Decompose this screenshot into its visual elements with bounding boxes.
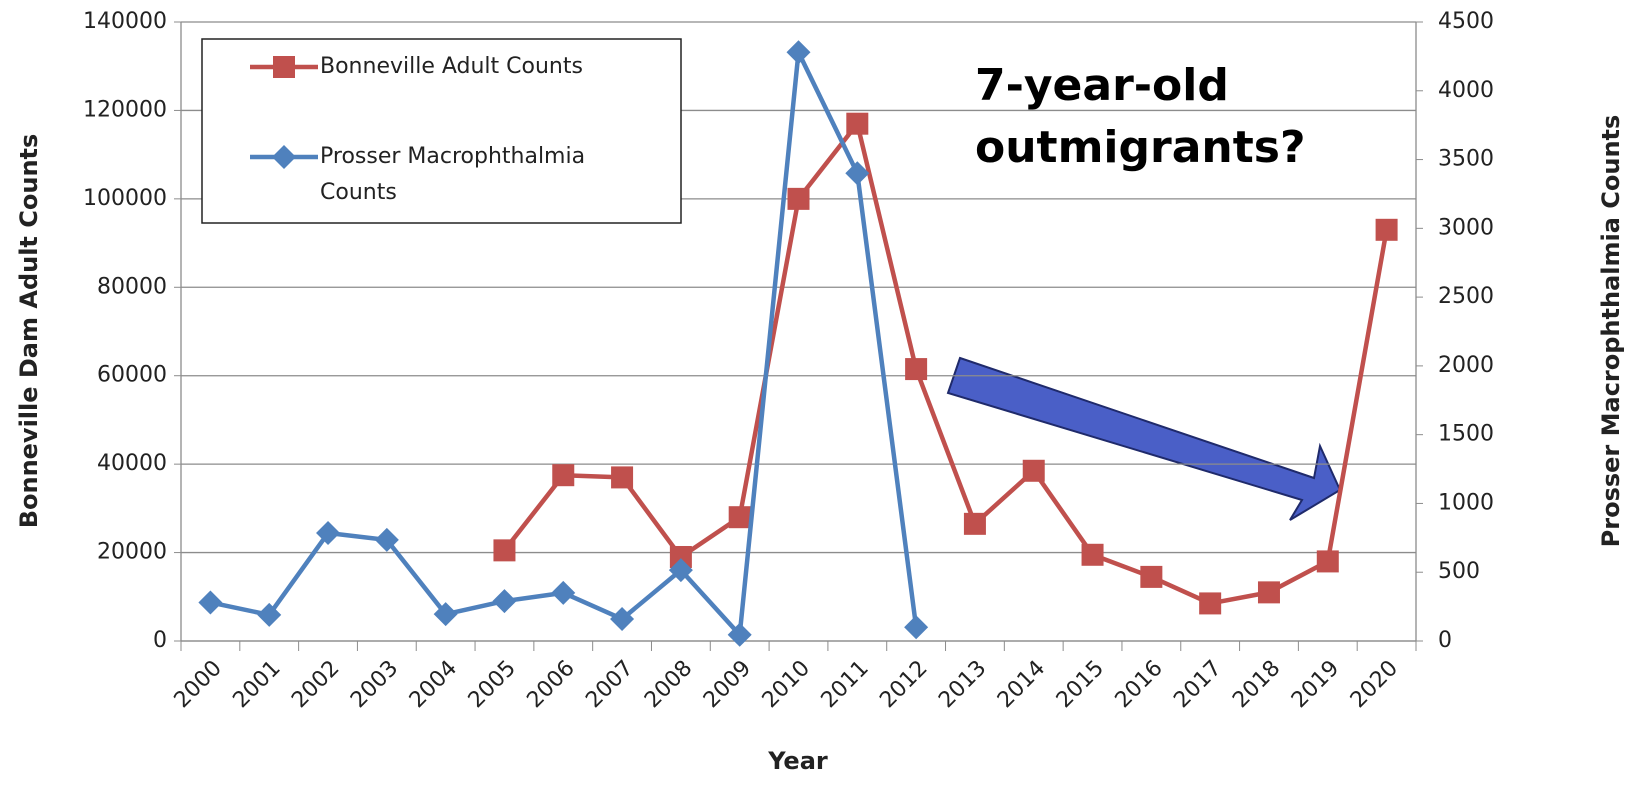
data-point [374, 527, 399, 552]
y2-tick-label: 2500 [1438, 284, 1494, 309]
y2-tick-label: 4500 [1438, 9, 1494, 34]
x-tick-label: 2017 [1169, 656, 1226, 713]
y-tick-label: 0 [153, 628, 167, 653]
x-tick-label: 2013 [934, 656, 991, 713]
y-axis-title: Bonneville Dam Adult Counts [15, 134, 43, 529]
y-tick-label: 120000 [83, 97, 167, 122]
data-point [845, 161, 870, 186]
y2-tick-label: 4000 [1438, 78, 1494, 103]
x-tick-label: 2004 [405, 656, 462, 713]
y2-tick-label: 1500 [1438, 422, 1494, 447]
data-point [198, 590, 223, 615]
data-point [787, 187, 810, 210]
legend-label: Prosser Macrophthalmia Counts [320, 144, 585, 205]
data-point [963, 512, 986, 535]
data-point [905, 358, 928, 381]
data-point [1316, 550, 1339, 573]
x-tick-label: 2007 [581, 656, 638, 713]
x-axis-title: Year [767, 747, 828, 775]
x-tick-label: 2011 [817, 656, 874, 713]
x-tick-label: 2002 [287, 656, 344, 713]
x-tick-label: 2000 [170, 656, 227, 713]
series-line [502, 121, 1389, 606]
data-point [492, 589, 517, 614]
arrow [946, 356, 1342, 521]
data-point [551, 580, 576, 605]
data-point [1022, 459, 1045, 482]
data-point [728, 506, 751, 529]
data-point [1199, 592, 1222, 615]
y-tick-label: 80000 [97, 274, 167, 299]
annotation: 7-year-old [975, 60, 1229, 111]
y2-tick-label: 500 [1438, 559, 1480, 584]
x-tick-label: 2016 [1111, 656, 1168, 713]
legend-label-line: Counts [320, 180, 397, 205]
x-tick-label: 2014 [993, 656, 1050, 713]
data-point [1375, 218, 1398, 241]
legend-label: Bonneville Adult Counts [320, 54, 583, 79]
x-tick-label: 2010 [758, 656, 815, 713]
data-point [786, 40, 811, 65]
legend-label-line: Prosser Macrophthalmia [320, 144, 585, 169]
data-point [611, 466, 634, 489]
y2-tick-label: 0 [1438, 628, 1452, 653]
data-point [316, 521, 341, 546]
x-tick-label: 2003 [346, 656, 403, 713]
legend: Bonneville Adult Counts Prosser Macrophth… [201, 38, 682, 224]
data-point [552, 464, 575, 487]
data-point [1257, 581, 1280, 604]
data-point [668, 558, 693, 583]
x-tick-label: 2019 [1287, 656, 1344, 713]
data-point [669, 545, 692, 568]
data-point [1081, 543, 1104, 566]
y2-tick-label: 3000 [1438, 215, 1494, 240]
data-point [1140, 565, 1163, 588]
legend-marker [273, 56, 295, 78]
data-point [257, 602, 282, 627]
data-point [493, 539, 516, 562]
y-tick-label: 140000 [83, 9, 167, 34]
x-tick-label: 2015 [1052, 656, 1109, 713]
x-tick-label: 2009 [699, 656, 756, 713]
x-tick-label: 2008 [640, 656, 697, 713]
y2-tick-label: 3500 [1438, 147, 1494, 172]
y-tick-label: 40000 [97, 451, 167, 476]
y2-tick-label: 1000 [1438, 490, 1494, 515]
x-tick-label: 2001 [228, 656, 285, 713]
y-tick-label: 100000 [83, 186, 167, 211]
data-point [610, 606, 635, 631]
x-tick-label: 2012 [875, 656, 932, 713]
x-tick-label: 2006 [522, 656, 579, 713]
data-point [433, 602, 458, 627]
data-point [846, 112, 869, 135]
y-tick-label: 20000 [97, 540, 167, 565]
legend-marker [272, 145, 296, 169]
data-point [727, 622, 752, 647]
x-tick-label: 2020 [1346, 656, 1403, 713]
y-tick-label: 60000 [97, 363, 167, 388]
annotation: outmigrants? [975, 122, 1305, 173]
y2-tick-label: 2000 [1438, 353, 1494, 378]
y2-axis-title: Prosser Macrophthalmia Counts [1597, 115, 1625, 548]
data-point [904, 615, 929, 640]
x-tick-label: 2005 [464, 656, 521, 713]
x-tick-label: 2018 [1228, 656, 1285, 713]
